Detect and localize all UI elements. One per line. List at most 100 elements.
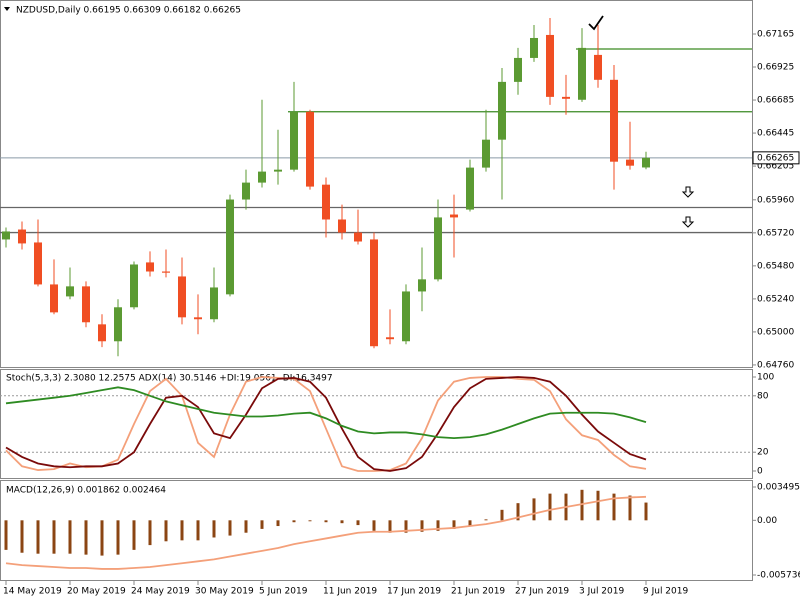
y-tick-label: 0.66685	[757, 96, 794, 106]
check-mark	[588, 15, 604, 31]
candle-body	[626, 159, 634, 166]
candle-body	[290, 111, 298, 170]
stoch-title: Stoch(5,3,3) 2.3080 12.2575 ADX(14) 30.5…	[6, 374, 333, 384]
histogram-bar	[68, 520, 72, 554]
x-tick-label: 21 Jun 2019	[451, 587, 505, 597]
histogram-bar	[468, 520, 472, 527]
candle-body	[450, 214, 458, 218]
candle-body	[530, 37, 538, 58]
histogram-bar	[436, 520, 440, 531]
candle-body	[258, 171, 266, 183]
candle-body	[578, 47, 586, 100]
candle-body	[114, 307, 122, 342]
x-tick-label: 27 Jun 2019	[515, 587, 569, 597]
y-tick-label: 0.66925	[757, 63, 794, 73]
stoch-panel-frame	[0, 369, 753, 479]
candle-body	[18, 229, 26, 244]
histogram-bar	[4, 520, 8, 550]
candle-body	[322, 184, 330, 220]
histogram-bar	[212, 520, 216, 538]
indicator-line	[5, 376, 647, 472]
indicator-line	[5, 386, 647, 440]
x-tick-label: 24 May 2019	[131, 587, 190, 597]
x-tick-label: 5 Jun 2019	[259, 587, 308, 597]
y-tick-label: 0.65720	[757, 228, 794, 238]
candle-body	[242, 182, 250, 200]
last-price-box	[752, 151, 800, 165]
candle-body	[274, 169, 282, 172]
candle-body	[34, 242, 42, 285]
title-marker	[4, 7, 10, 11]
candle-body	[482, 139, 490, 168]
candle-body	[338, 219, 346, 233]
histogram-bar	[484, 519, 488, 521]
x-tick-label: 30 May 2019	[195, 587, 254, 597]
histogram-bar	[340, 520, 344, 524]
candle-body	[194, 317, 202, 320]
down-arrow	[681, 186, 695, 198]
y-tick-label: 0.67165	[757, 29, 794, 39]
candle-body	[642, 157, 650, 168]
y-tick-label: 0	[757, 467, 763, 477]
down-arrow	[681, 216, 695, 228]
candle-body	[546, 34, 554, 97]
histogram-bar	[180, 520, 184, 541]
histogram-bar	[84, 520, 88, 555]
histogram-bar	[324, 520, 328, 523]
y-tick-label: 0.00	[757, 516, 777, 526]
x-tick-label: 14 May 2019	[3, 587, 62, 597]
y-tick-label: 0.65000	[757, 327, 794, 337]
candle-body	[402, 291, 410, 342]
histogram-bar	[628, 495, 632, 521]
candle-body	[514, 57, 522, 82]
indicator-line	[5, 376, 647, 472]
y-tick-label: 0.003495	[757, 483, 800, 493]
candle-body	[370, 239, 378, 347]
histogram-bar	[148, 520, 152, 546]
candle-body	[594, 54, 602, 80]
x-tick-label: 17 Jun 2019	[387, 587, 441, 597]
histogram-bar	[580, 489, 584, 521]
histogram-bar	[452, 520, 456, 529]
histogram-bar	[356, 520, 360, 526]
histogram-bar	[548, 493, 552, 521]
candle-body	[498, 81, 506, 140]
histogram-bar	[516, 503, 520, 521]
y-tick-label: 0.64760	[757, 360, 794, 370]
histogram-bar	[644, 502, 648, 521]
histogram-bar	[36, 520, 40, 554]
y-tick-label: 80	[757, 391, 769, 401]
y-tick-label: 20	[757, 448, 769, 458]
macd-panel-frame	[0, 480, 753, 581]
signal-line	[5, 495, 647, 570]
candle-body	[2, 231, 10, 240]
histogram-bar	[372, 520, 376, 531]
candle-body	[210, 287, 218, 320]
histogram-bar	[164, 520, 168, 542]
last-price-label: 0.66265	[757, 153, 794, 163]
x-tick-label: 3 Jul 2019	[579, 587, 624, 597]
x-tick-label: 20 May 2019	[67, 587, 126, 597]
candle-body	[50, 284, 58, 313]
candle-body	[386, 337, 394, 340]
y-tick-label: 0.66445	[757, 129, 794, 139]
y-tick-label: -0.005736	[757, 571, 800, 581]
histogram-bar	[132, 520, 136, 550]
candle-body	[162, 271, 170, 273]
macd-title: MACD(12,26,9) 0.001862 0.002464	[6, 486, 166, 496]
y-tick-label: 0.65240	[757, 294, 794, 304]
candle-body	[82, 286, 90, 323]
candle-body	[306, 111, 314, 187]
candle-body	[130, 264, 138, 308]
histogram-bar	[292, 520, 296, 523]
histogram-bar	[532, 498, 536, 521]
y-tick-label: 0.65960	[757, 195, 794, 205]
histogram-bar	[228, 520, 232, 536]
candle-body	[146, 262, 154, 272]
candle-body	[562, 96, 570, 99]
y-tick-label: 0.66205	[757, 162, 794, 172]
histogram-bar	[20, 520, 24, 553]
histogram-bar	[388, 520, 392, 533]
